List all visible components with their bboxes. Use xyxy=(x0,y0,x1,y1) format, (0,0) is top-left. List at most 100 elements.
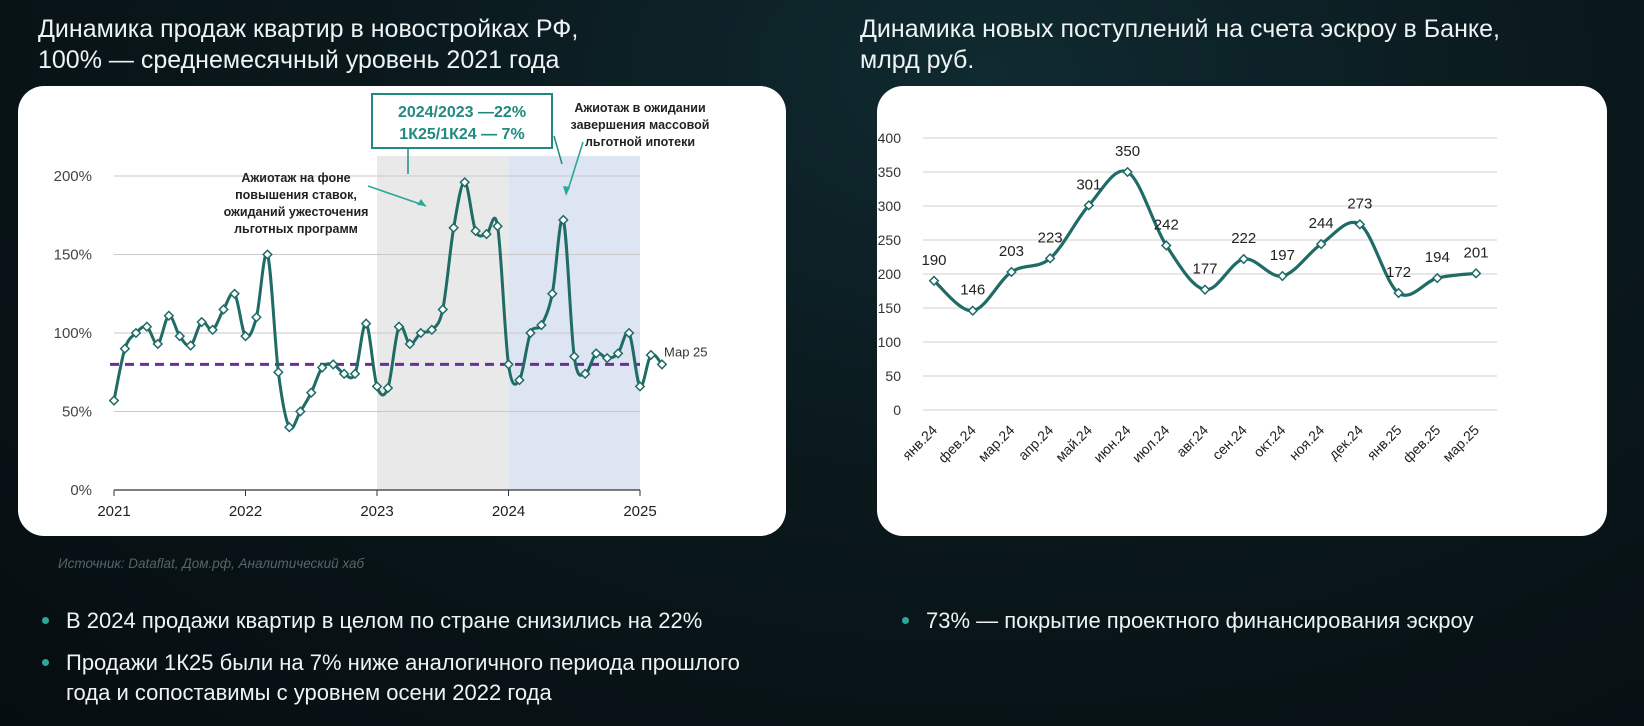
data-point xyxy=(174,330,186,342)
y-tick-label: 50% xyxy=(62,404,92,421)
data-point xyxy=(645,349,657,361)
data-point xyxy=(262,249,273,260)
left-bullet-item: Продажи 1К25 были на 7% ниже аналогичног… xyxy=(38,648,806,708)
data-point xyxy=(108,395,120,406)
left-title-line2: 100% — среднемесячный уровень 2021 года xyxy=(38,46,560,74)
data-point xyxy=(316,362,328,373)
x-tick-label: янв.24 xyxy=(899,422,940,463)
data-point xyxy=(393,321,405,333)
bullet-dot-icon xyxy=(902,617,909,624)
right-bullets: 73% — покрытие проектного финансирования… xyxy=(898,606,1618,648)
data-point xyxy=(579,368,591,380)
right-bullet-item: 73% — покрытие проектного финансирования… xyxy=(898,606,1618,636)
sales-dynamics-chart: 200% 150% 100% 50% 0% 2021 2022 2023 2024 2025 Мар… xyxy=(54,93,710,520)
data-label: 190 xyxy=(921,252,946,269)
bullet-dot-icon xyxy=(42,659,49,666)
data-point xyxy=(338,368,350,380)
x-tick-label: авг.24 xyxy=(1173,422,1211,460)
data-point xyxy=(141,321,153,333)
source-note: Источник: Dataflat, Дом.рф, Аналитически… xyxy=(58,556,365,571)
data-point xyxy=(448,222,459,234)
data-point xyxy=(1354,219,1366,230)
sales-series-line xyxy=(112,180,664,431)
x-tick-label: 2021 xyxy=(97,503,130,520)
right-title-line2: млрд руб. xyxy=(860,46,975,74)
y-tick-label: 150% xyxy=(54,247,92,264)
data-point xyxy=(327,359,339,370)
data-label: 301 xyxy=(1076,176,1101,193)
data-point xyxy=(1044,253,1056,264)
data-point xyxy=(152,338,164,350)
data-point xyxy=(623,327,635,339)
data-label: 172 xyxy=(1386,264,1411,281)
data-point xyxy=(119,343,131,355)
data-point xyxy=(305,387,317,398)
y-tick-label: 100% xyxy=(54,325,92,342)
data-point xyxy=(1277,270,1288,282)
annotation-hype-mortgage-line: завершения массовой xyxy=(571,118,710,132)
data-point xyxy=(459,176,471,188)
data-point xyxy=(1470,268,1482,279)
annotation-hype-rates-line: ожиданий ужесточения xyxy=(224,205,369,219)
right-chart-card: 400 350 300 250 200 150 100 50 0 190 146 203 223 301 3… xyxy=(877,86,1607,536)
data-point xyxy=(229,288,240,300)
annotation-hype-rates-line: повышения ставок, xyxy=(235,188,357,202)
x-tick-label: май.24 xyxy=(1052,422,1095,465)
data-point xyxy=(371,381,383,392)
data-point xyxy=(207,324,218,336)
annotation-arrow-2 xyxy=(567,141,584,191)
data-point xyxy=(546,288,558,300)
data-point xyxy=(536,319,547,331)
x-tick-label: сен.24 xyxy=(1209,422,1250,463)
data-label: 242 xyxy=(1154,216,1179,233)
escrow-dynamics-chart: 400 350 300 250 200 150 100 50 0 190 146 203 223 301 3… xyxy=(878,130,1497,466)
annotation-hype-rates-line: Ажиотаж на фоне xyxy=(241,171,350,185)
data-label: 244 xyxy=(1309,215,1334,232)
data-point xyxy=(196,316,208,328)
data-point xyxy=(1083,200,1095,211)
data-point xyxy=(1199,284,1211,295)
yoy-change-line: 1К25/1К24 — 7% xyxy=(399,126,524,143)
x-tick-label: окт.24 xyxy=(1250,422,1289,461)
data-point xyxy=(1238,253,1250,265)
data-point xyxy=(656,359,668,370)
data-point xyxy=(185,340,196,351)
data-label: 223 xyxy=(1038,229,1063,246)
data-point xyxy=(349,368,361,380)
annotation-hype-rates-line: льготных программ xyxy=(234,222,358,236)
y-tick-label: 0% xyxy=(70,482,92,499)
box-connector-right xyxy=(553,135,563,165)
data-label: 177 xyxy=(1192,261,1217,278)
data-point xyxy=(525,327,536,339)
data-label: 146 xyxy=(960,282,985,299)
right-bullet-text-1: 73% — покрытие проектного финансирования… xyxy=(926,608,1474,633)
x-tick-label: мар.25 xyxy=(1439,422,1482,465)
x-tick-label: июн.24 xyxy=(1090,422,1134,466)
data-point xyxy=(360,318,372,329)
y-tick-label: 300 xyxy=(878,198,902,214)
data-point xyxy=(558,214,569,226)
left-title: Динамика продаж квартир в новостройках Р… xyxy=(38,14,578,76)
annotation-arrow-1 xyxy=(367,185,427,207)
annotation-hype-mortgage-line: льготной ипотеки xyxy=(585,135,695,149)
arrow-head-icon xyxy=(563,186,570,196)
data-point xyxy=(612,348,624,359)
y-tick-label: 100 xyxy=(878,334,902,350)
data-point xyxy=(415,327,427,339)
y-tick-label: 50 xyxy=(885,368,901,384)
data-label: 197 xyxy=(1270,247,1295,264)
data-point xyxy=(130,327,142,339)
data-point xyxy=(1122,166,1133,178)
data-point xyxy=(1315,238,1327,250)
data-point xyxy=(1393,287,1404,299)
data-point xyxy=(240,330,251,342)
yoy-change-box xyxy=(371,93,553,149)
right-title: Динамика новых поступлений на счета эскр… xyxy=(860,14,1500,76)
bullet-dot-icon xyxy=(42,617,49,624)
data-point xyxy=(492,220,503,232)
data-point xyxy=(590,348,602,359)
data-point xyxy=(470,225,481,237)
data-point xyxy=(1006,266,1017,278)
right-title-line1: Динамика новых поступлений на счета эскр… xyxy=(860,15,1500,43)
x-tick-label: 2022 xyxy=(229,503,262,520)
